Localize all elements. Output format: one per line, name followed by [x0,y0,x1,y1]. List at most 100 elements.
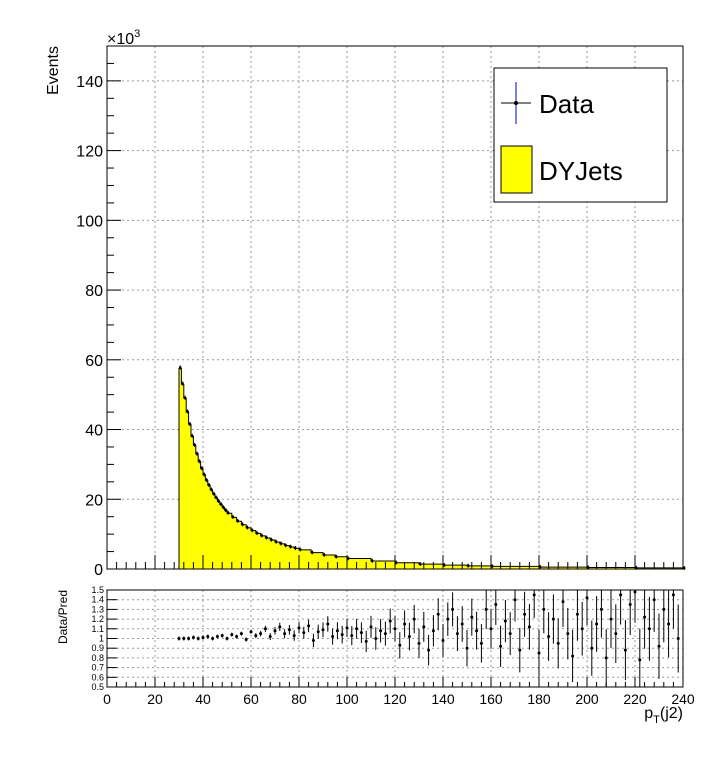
ratio-point [575,590,579,641]
data-point [298,547,302,552]
data-point [334,554,338,559]
ratio-point [638,628,642,687]
ratio-point [254,633,258,638]
data-point [466,563,470,568]
data-point [294,546,297,551]
data-point [193,442,196,447]
ratio-point [633,590,637,623]
ratio-point [484,590,488,630]
x-tick-label: 200 [575,691,599,707]
ratio-point [331,628,335,645]
data-point [186,409,189,414]
ratio-point [532,590,536,619]
ratio-point [206,634,210,639]
data-point [260,533,264,538]
ratio-point [292,630,296,641]
ratio-point [566,607,570,660]
ratio-point [547,612,551,661]
ratio-y-tick-label: 0.6 [91,672,104,682]
ratio-point [350,626,354,646]
ratio-point [230,632,234,637]
ratio-point [379,619,383,643]
ratio-point [662,590,666,643]
ratio-point [537,629,541,677]
ratio-point [431,615,435,647]
ratio-point [283,629,287,639]
ratio-point [623,620,627,681]
x-tick-label: 140 [431,691,455,707]
ratio-point [465,630,469,667]
x-tick-label: 40 [195,691,211,707]
data-points [178,365,686,571]
y-tick-label: 40 [85,423,103,440]
data-point [265,535,268,540]
ratio-point [479,624,483,663]
ratio-y-tick-label: 0.8 [91,653,104,663]
data-point [219,502,223,507]
ratio-point [460,606,464,642]
ratio-point [427,634,431,666]
y-axis-label: Events [45,46,62,95]
data-point [270,537,273,542]
y-tick-label: 140 [76,74,103,91]
ratio-y-tick-label: 0.9 [91,643,104,653]
ratio-point [211,636,215,641]
ratio-point [215,634,219,639]
x-axis-label: pT(j2) [644,705,683,726]
data-point [274,539,278,544]
ratio-point [316,624,320,639]
ratio-point [523,591,527,637]
ratio-point [652,590,656,632]
ratio-point [326,616,330,632]
y-tick-label: 60 [85,353,103,370]
ratio-point [393,616,397,642]
ratio-point [235,634,239,639]
x-tick-label: 160 [479,691,503,707]
x-tick-label: 20 [147,691,163,707]
ratio-axis-ticks: 0.50.60.70.80.911.11.21.31.41.5 0 20 40 60 80… [91,585,694,707]
ratio-point [187,636,191,641]
ratio-point [599,590,603,638]
x-tick-label: 240 [671,691,695,707]
ratio-point [604,629,608,687]
data-point [212,491,216,496]
data-point [246,525,249,530]
data-point [190,433,194,438]
data-point [310,550,314,555]
ratio-point [398,632,402,659]
ratio-point [455,616,459,652]
ratio-point [273,626,277,635]
data-point [181,381,184,386]
y-tick-label: 0 [94,562,103,579]
ratio-point [340,625,344,644]
ratio-point [494,590,498,625]
data-point [231,515,235,520]
data-point [250,528,254,533]
ratio-point [359,622,363,643]
ratio-point [609,590,613,649]
upper-plot-panel: 0 20 40 60 80 100 120 140 Events ×103 Data DYJe… [45,28,686,579]
ratio-point [446,602,450,636]
ratio-point [259,630,263,637]
y-tick-label: 80 [85,283,103,300]
ratio-point [561,590,565,628]
ratio-point [441,624,445,657]
ratio-point [182,636,186,641]
ratio-point [527,603,531,650]
ratio-point [244,637,248,642]
x-tick-label: 120 [383,691,407,707]
ratio-point [383,621,387,646]
ratio-point [422,611,426,642]
data-point [178,365,182,370]
upper-gridlines [107,46,683,569]
data-point [322,552,326,557]
ratio-point [503,599,507,643]
data-point [200,466,204,471]
ratio-point [311,633,315,648]
x-tick-label: 180 [527,691,551,707]
data-point [183,395,187,400]
data-point [346,556,350,561]
ratio-point [671,590,675,629]
ratio-y-tick-label: 1 [99,634,104,644]
ratio-point [220,633,224,638]
